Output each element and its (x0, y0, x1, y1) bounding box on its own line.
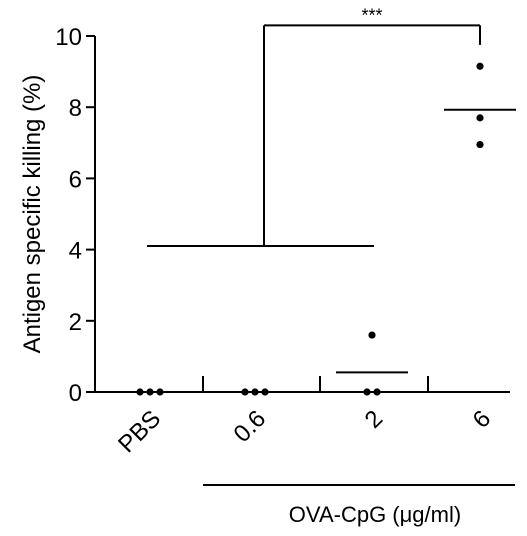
data-point (241, 388, 249, 396)
data-point (476, 62, 484, 70)
data-point (368, 331, 376, 339)
data-point (476, 114, 484, 122)
axes (86, 35, 515, 486)
data-point (156, 388, 164, 396)
data-point (146, 388, 154, 396)
x-tick-label: 6 (468, 405, 497, 434)
x-tick-label: PBS (113, 405, 166, 458)
x-tick-label: 0.6 (229, 405, 272, 448)
data-marks (136, 62, 516, 396)
data-point (261, 388, 269, 396)
y-tick-label: 2 (69, 309, 82, 336)
data-point (363, 388, 371, 396)
significance-label: *** (361, 5, 382, 25)
y-tick-label: 4 (69, 238, 82, 265)
y-tick-label: 6 (69, 166, 82, 193)
group-label: OVA-CpG (μg/ml) (289, 502, 461, 527)
labels: 0 2 4 6 8 10 Antigen specific killing (%) PBS 0.… (19, 5, 496, 527)
data-point (373, 388, 381, 396)
y-tick-label: 0 (69, 380, 82, 407)
data-point (251, 388, 259, 396)
y-tick-label: 8 (69, 95, 82, 122)
significance-brackets (147, 24, 481, 248)
data-point (476, 140, 484, 149)
y-axis-title: Antigen specific killing (%) (19, 75, 46, 354)
data-point (136, 388, 144, 396)
y-tick-label: 10 (55, 24, 82, 51)
x-tick-label: 2 (360, 405, 389, 434)
